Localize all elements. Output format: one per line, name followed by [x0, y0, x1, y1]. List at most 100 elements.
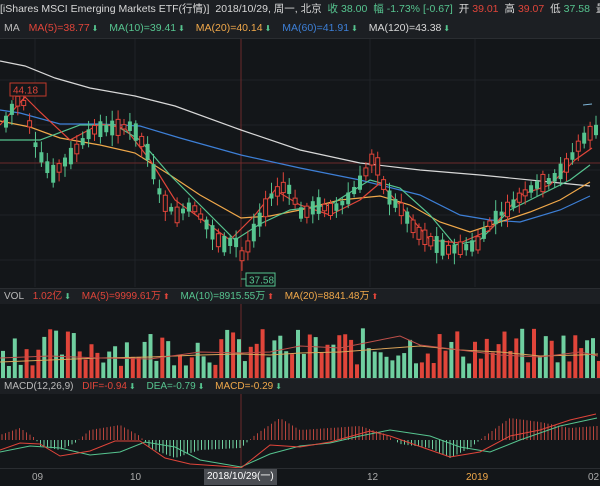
candle [115, 118, 121, 136]
candle [198, 213, 204, 220]
volume-bar [237, 339, 241, 378]
arrow-down-icon: ⬇ [264, 24, 272, 33]
candle [493, 210, 498, 225]
volume-bar [65, 331, 70, 378]
candle [139, 135, 145, 148]
candle [15, 95, 21, 107]
volume-bar [355, 364, 359, 378]
candle [304, 205, 310, 218]
volume-bar [520, 328, 525, 378]
x-tick: 09 [32, 472, 44, 483]
volume-bar [431, 363, 436, 378]
close-label: 收 [327, 3, 339, 15]
candle [558, 163, 563, 180]
candle [393, 198, 398, 208]
volume-bar [48, 329, 53, 378]
volume-bar [567, 361, 572, 378]
volume-bar [6, 365, 11, 378]
arrow-down-icon: ⬇ [178, 24, 185, 33]
volume-bar [242, 361, 247, 378]
ma-label: MA [4, 22, 20, 34]
candle [464, 244, 469, 251]
candle [269, 193, 274, 199]
candle [4, 115, 8, 128]
volume-bar [60, 354, 64, 378]
volume-bar [378, 352, 383, 378]
candle [280, 181, 286, 194]
volume-bar [390, 360, 395, 378]
volume-bar [248, 346, 253, 378]
volume-bar [591, 338, 595, 378]
candle [511, 199, 516, 208]
volume-bar [585, 340, 590, 378]
volume-bar [142, 341, 147, 378]
candle [299, 207, 303, 219]
arrow-down-icon: ⬇ [275, 382, 282, 391]
volume-bar [449, 341, 454, 378]
volume-bar [579, 348, 584, 378]
arrow-down-icon: ⬇ [129, 382, 136, 391]
volume-bar [325, 344, 330, 378]
candle [151, 164, 156, 180]
candle [181, 208, 185, 214]
candle [381, 179, 387, 190]
candle [587, 125, 593, 141]
price-chart[interactable]: 44.18 37.58 [0, 39, 600, 287]
volume-bar [349, 339, 354, 378]
volume-bar [83, 359, 88, 378]
candle [162, 194, 168, 212]
candle [416, 226, 422, 240]
candle [39, 152, 44, 163]
change-label: 幅 [373, 3, 384, 15]
volume-bar [561, 335, 566, 378]
candle [363, 167, 369, 177]
volume-bar [278, 335, 283, 378]
change-abs: [-0.67] [423, 3, 453, 15]
dif-value: DIF=-0.94 [82, 381, 127, 392]
candle [358, 175, 362, 190]
arrow-down-icon: ⬇ [197, 382, 205, 391]
volume-bar [514, 338, 519, 378]
high-value: 39.07 [517, 3, 545, 15]
quote-header: [iShares MSCI Emerging Markets ETF(行情)] … [0, 0, 600, 19]
volume-bar [414, 363, 418, 378]
volume-bar [183, 365, 188, 378]
volume-bar [543, 336, 548, 378]
candle [257, 212, 262, 227]
candle [422, 229, 428, 245]
candle [352, 186, 357, 195]
volume-bar [113, 346, 118, 378]
dea-value: DEA=-0.79 [146, 381, 196, 392]
volume-bar [178, 354, 182, 378]
volume-bar [77, 351, 82, 378]
candle [535, 181, 539, 189]
volume-bar [408, 339, 413, 378]
candle [582, 132, 587, 144]
volume-bar [260, 329, 265, 378]
x-tick: 10 [130, 472, 142, 483]
open-label: 开 [458, 3, 470, 15]
volume-bar [484, 338, 489, 378]
candle [245, 240, 251, 253]
volume-bar [124, 342, 129, 378]
volume-bar [272, 340, 277, 378]
volume-bar [284, 351, 289, 378]
candle [33, 142, 38, 148]
volume-bar [136, 356, 141, 378]
candle [104, 124, 109, 133]
high-marker [9, 82, 47, 97]
vol-label: VOL [4, 291, 25, 302]
svg-text:37.58: 37.58 [249, 276, 274, 287]
x-axis: 09 10 12 2019 02 [0, 468, 600, 486]
candle [63, 157, 67, 167]
macd-chart[interactable] [0, 394, 600, 468]
volume-bar [107, 351, 112, 378]
volume-bar [231, 332, 236, 378]
volume-chart[interactable] [0, 304, 600, 378]
candle [186, 202, 191, 212]
volume-bar [319, 352, 324, 378]
volume-bar [343, 334, 348, 378]
candle [169, 206, 174, 212]
candle [387, 190, 392, 205]
candle [228, 237, 233, 246]
